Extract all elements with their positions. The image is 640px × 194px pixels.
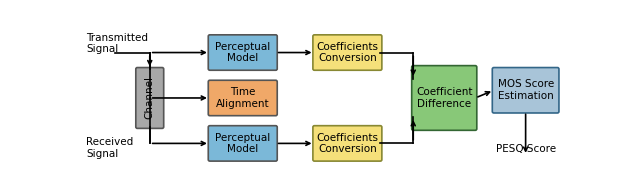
- FancyBboxPatch shape: [208, 80, 277, 116]
- FancyBboxPatch shape: [208, 126, 277, 161]
- Text: Time
Alignment: Time Alignment: [216, 87, 269, 109]
- Text: Channel: Channel: [145, 76, 155, 120]
- Text: Transmitted
Signal: Transmitted Signal: [86, 33, 148, 54]
- Text: MOS Score
Estimation: MOS Score Estimation: [497, 80, 554, 101]
- FancyBboxPatch shape: [313, 126, 382, 161]
- Text: PESQ Score: PESQ Score: [495, 144, 556, 154]
- FancyBboxPatch shape: [208, 35, 277, 70]
- Text: Coefficients
Conversion: Coefficients Conversion: [316, 133, 378, 154]
- Text: Received
Signal: Received Signal: [86, 137, 134, 159]
- Text: Coefficient
Difference: Coefficient Difference: [416, 87, 472, 109]
- Text: Perceptual
Model: Perceptual Model: [215, 133, 270, 154]
- Text: Coefficients
Conversion: Coefficients Conversion: [316, 42, 378, 63]
- Text: Perceptual
Model: Perceptual Model: [215, 42, 270, 63]
- FancyBboxPatch shape: [492, 68, 559, 113]
- FancyBboxPatch shape: [313, 35, 382, 70]
- FancyBboxPatch shape: [412, 66, 477, 130]
- FancyBboxPatch shape: [136, 68, 164, 128]
